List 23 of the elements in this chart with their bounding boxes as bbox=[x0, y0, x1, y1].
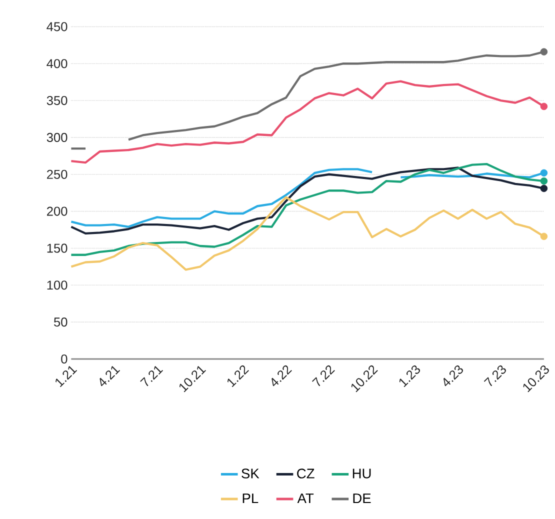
x-tick-label: 7.21 bbox=[140, 366, 164, 386]
y-tick-label: 450 bbox=[46, 22, 68, 32]
y-tick-label: 350 bbox=[46, 96, 68, 105]
legend-label: DE bbox=[353, 493, 371, 503]
x-tick-label: 4.22 bbox=[272, 365, 292, 386]
legend-label: AT bbox=[297, 493, 314, 503]
legend-label: CZ bbox=[297, 468, 314, 478]
x-tick-label: 7.23 bbox=[484, 365, 506, 386]
y-tick-label: 100 bbox=[47, 280, 68, 290]
y-tick-label: 250 bbox=[47, 170, 68, 179]
legend-label: HU bbox=[352, 468, 371, 478]
y-tick-label: 150 bbox=[47, 244, 68, 253]
y-tick-label: 300 bbox=[46, 132, 68, 142]
legend-label: SK bbox=[242, 468, 260, 478]
y-tick-label: 400 bbox=[46, 58, 68, 68]
y-tick-label: 200 bbox=[47, 206, 68, 216]
x-tick-label: 7.22 bbox=[312, 365, 335, 386]
x-tick-label: 4.23 bbox=[444, 365, 463, 386]
legend-label: PL bbox=[242, 493, 258, 503]
x-tick-label: 1.21 bbox=[56, 366, 78, 388]
x-tick-label: 4.21 bbox=[100, 366, 120, 386]
y-tick-label: 0 bbox=[61, 354, 68, 364]
y-tick-label: 50 bbox=[54, 317, 68, 327]
